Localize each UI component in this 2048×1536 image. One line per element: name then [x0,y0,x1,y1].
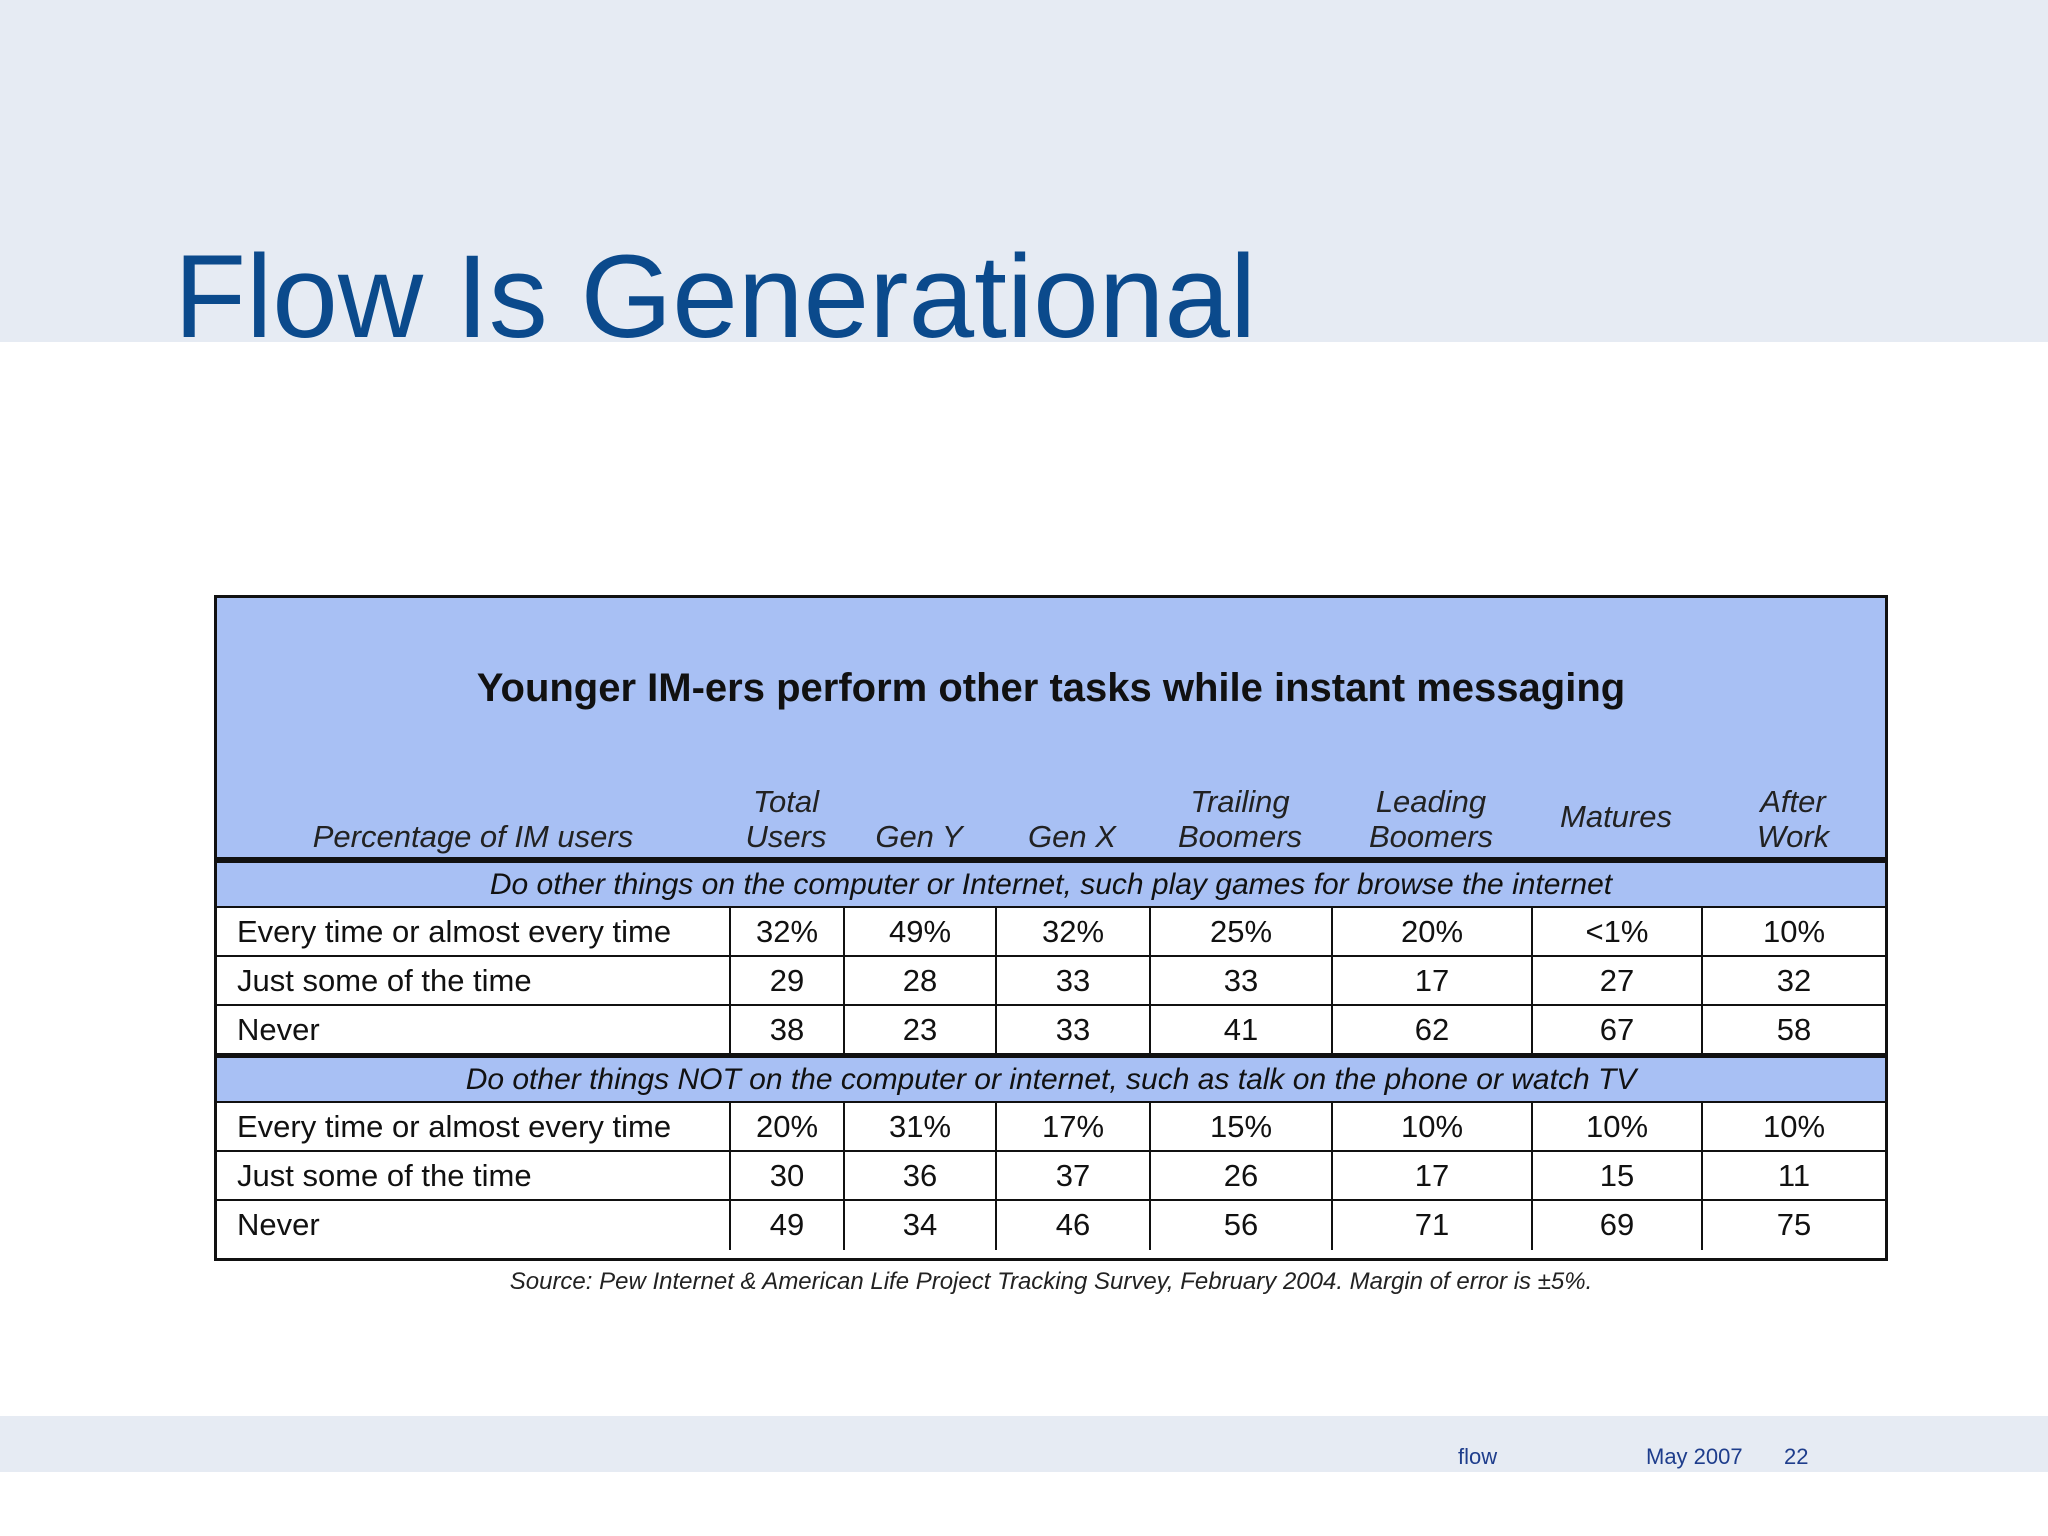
cell-matures: 67 [1531,1006,1701,1053]
cell-gen-y: 49% [843,908,995,955]
cell-trailing-boomers: 33 [1149,957,1331,1004]
col-header-gen-y: Gen Y [875,819,963,854]
section-heading-online: Do other things on the computer or Inter… [217,860,1885,908]
cell-matures: 10% [1531,1103,1701,1150]
cell-after-work: 32 [1701,957,1885,1004]
cell-total-users: 29 [729,957,843,1004]
cell-gen-y: 36 [843,1152,995,1199]
table-row: Never 49 34 46 56 71 69 75 [217,1201,1885,1250]
cell-trailing-boomers: 26 [1149,1152,1331,1199]
page-number: 22 [1784,1444,1809,1469]
row-label: Never [237,1012,320,1047]
cell-gen-x: 32% [995,908,1149,955]
cell-leading-boomers: 62 [1331,1006,1531,1053]
cell-gen-x: 37 [995,1152,1149,1199]
cell-trailing-boomers: 15% [1149,1103,1331,1150]
cell-after-work: 10% [1701,1103,1885,1150]
row-label: Never [237,1207,320,1242]
cell-total-users: 32% [729,908,843,955]
col-header-percentage: Percentage of IM users [312,819,634,854]
survey-table: Younger IM-ers perform other tasks while… [214,595,1888,1261]
source-note: Source: Pew Internet & American Life Pro… [509,1268,1593,1295]
cell-after-work: 11 [1701,1152,1885,1199]
col-header-matures: Matures [1560,799,1672,834]
cell-after-work: 75 [1701,1201,1885,1250]
table-row: Just some of the time 30 36 37 26 17 15 … [217,1152,1885,1201]
table-row: Never 38 23 33 41 62 67 58 [217,1006,1885,1055]
cell-matures: 15 [1531,1152,1701,1199]
cell-matures: 69 [1531,1201,1701,1250]
cell-gen-y: 28 [843,957,995,1004]
row-label: Just some of the time [237,963,532,998]
cell-trailing-boomers: 41 [1149,1006,1331,1053]
cell-matures: 27 [1531,957,1701,1004]
col-header-total-users: Total Users [745,784,827,854]
cell-gen-x: 46 [995,1201,1149,1250]
table-header: Younger IM-ers perform other tasks while… [217,598,1885,860]
cell-after-work: 58 [1701,1006,1885,1053]
col-header-gen-x: Gen X [1028,819,1116,854]
cell-after-work: 10% [1701,908,1885,955]
slide-title: Flow Is Generational [174,231,1257,363]
cell-gen-x: 33 [995,957,1149,1004]
cell-total-users: 30 [729,1152,843,1199]
footer-band [0,1416,2048,1472]
col-header-leading-boomers: Leading Boomers [1368,784,1494,854]
cell-gen-y: 31% [843,1103,995,1150]
cell-gen-y: 23 [843,1006,995,1053]
cell-gen-y: 34 [843,1201,995,1250]
footer-label: flow [1458,1444,1498,1469]
cell-leading-boomers: 20% [1331,908,1531,955]
footer-date: May 2007 [1646,1444,1743,1469]
cell-leading-boomers: 71 [1331,1201,1531,1250]
cell-total-users: 38 [729,1006,843,1053]
col-header-after-work: After Work [1756,784,1830,854]
cell-gen-x: 33 [995,1006,1149,1053]
table-row: Every time or almost every time 20% 31% … [217,1103,1885,1152]
cell-gen-x: 17% [995,1103,1149,1150]
cell-trailing-boomers: 25% [1149,908,1331,955]
row-label: Just some of the time [237,1158,532,1193]
cell-total-users: 20% [729,1103,843,1150]
cell-leading-boomers: 17 [1331,1152,1531,1199]
table-row: Every time or almost every time 32% 49% … [217,908,1885,957]
row-label: Every time or almost every time [237,1109,672,1144]
table-title: Younger IM-ers perform other tasks while… [476,666,1626,710]
col-header-trailing-boomers: Trailing Boomers [1177,784,1303,854]
cell-matures: <1% [1531,908,1701,955]
row-label: Every time or almost every time [237,914,672,949]
cell-trailing-boomers: 56 [1149,1201,1331,1250]
cell-leading-boomers: 17 [1331,957,1531,1004]
title-band [0,0,2048,342]
section-heading-offline: Do other things NOT on the computer or i… [217,1055,1885,1103]
table-row: Just some of the time 29 28 33 33 17 27 … [217,957,1885,1006]
cell-leading-boomers: 10% [1331,1103,1531,1150]
cell-total-users: 49 [729,1201,843,1250]
